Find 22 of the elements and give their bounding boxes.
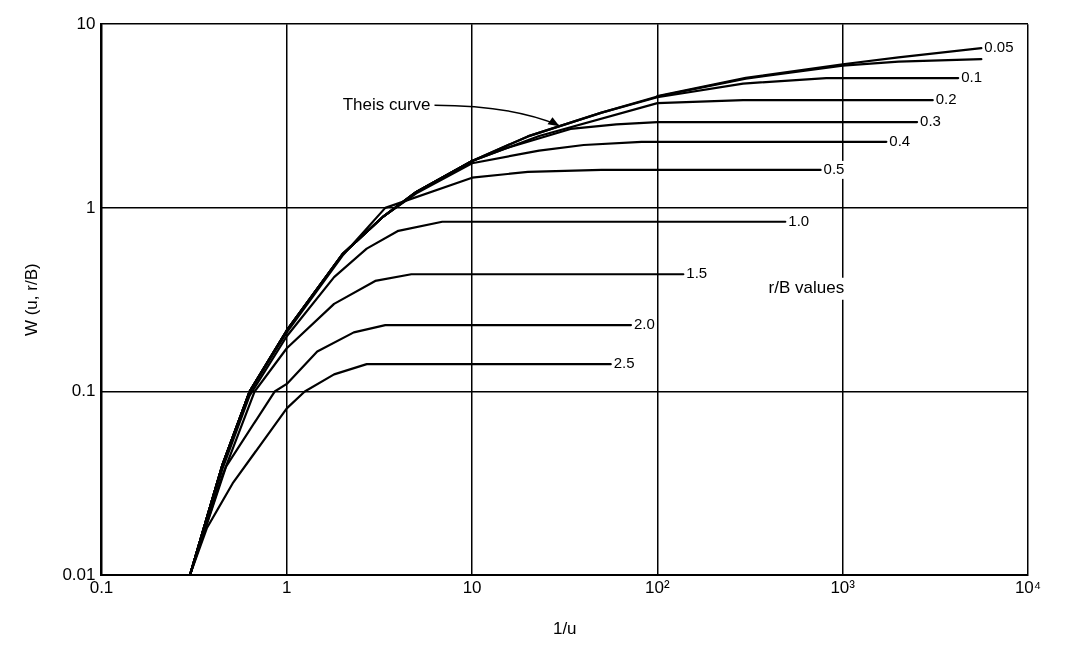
series-label: 0.4 [889, 131, 911, 149]
series-label: 0.3 [920, 112, 941, 130]
y-tick-label: 10 [76, 13, 96, 33]
y-axis-title: W (u, r/B) [21, 263, 41, 337]
series-label: 0.5 [823, 160, 845, 178]
series-label: 0.05 [984, 38, 1014, 56]
x-tick-label: 10³ [830, 578, 856, 598]
y-tick-label: 0.1 [71, 381, 96, 401]
x-tick-label: 10² [645, 578, 671, 598]
series-label: 2.5 [613, 354, 635, 372]
annotation: r/B values [768, 278, 845, 298]
annotation: Theis curve [342, 94, 431, 114]
x-tick-label: 1 [282, 578, 292, 598]
y-tick-label: 1 [86, 197, 96, 217]
x-tick-label: 10⁴ [1014, 578, 1042, 598]
x-axis-title: 1/u [552, 619, 577, 639]
series-label: 1.0 [788, 211, 810, 229]
series-label: 0.2 [935, 90, 957, 108]
series-label: 0.1 [961, 68, 983, 86]
x-tick-label: 10 [462, 578, 482, 598]
series-label: 1.5 [686, 264, 708, 282]
series-label: 2.0 [633, 315, 655, 333]
